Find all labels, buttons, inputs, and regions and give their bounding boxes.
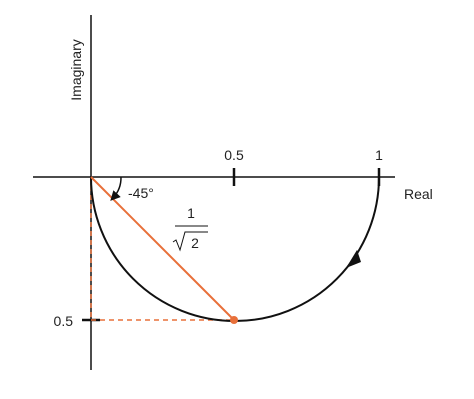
direction-arrow [346, 250, 361, 268]
y-axis-label: Imaginary [68, 39, 84, 100]
magnitude-line [90, 176, 235, 321]
x-axis-label: Real [404, 186, 433, 202]
magnitude-numerator: 1 [187, 205, 195, 221]
x-tick-label: 1 [375, 147, 383, 163]
angle-arc [110, 176, 122, 201]
x-tick-label: 0.5 [224, 147, 244, 163]
y-tick-label: 0.5 [54, 313, 74, 329]
point [230, 316, 238, 324]
magnitude-radicand: 2 [191, 235, 199, 251]
sqrt-sign [172, 231, 208, 252]
angle-label: -45° [128, 185, 154, 201]
